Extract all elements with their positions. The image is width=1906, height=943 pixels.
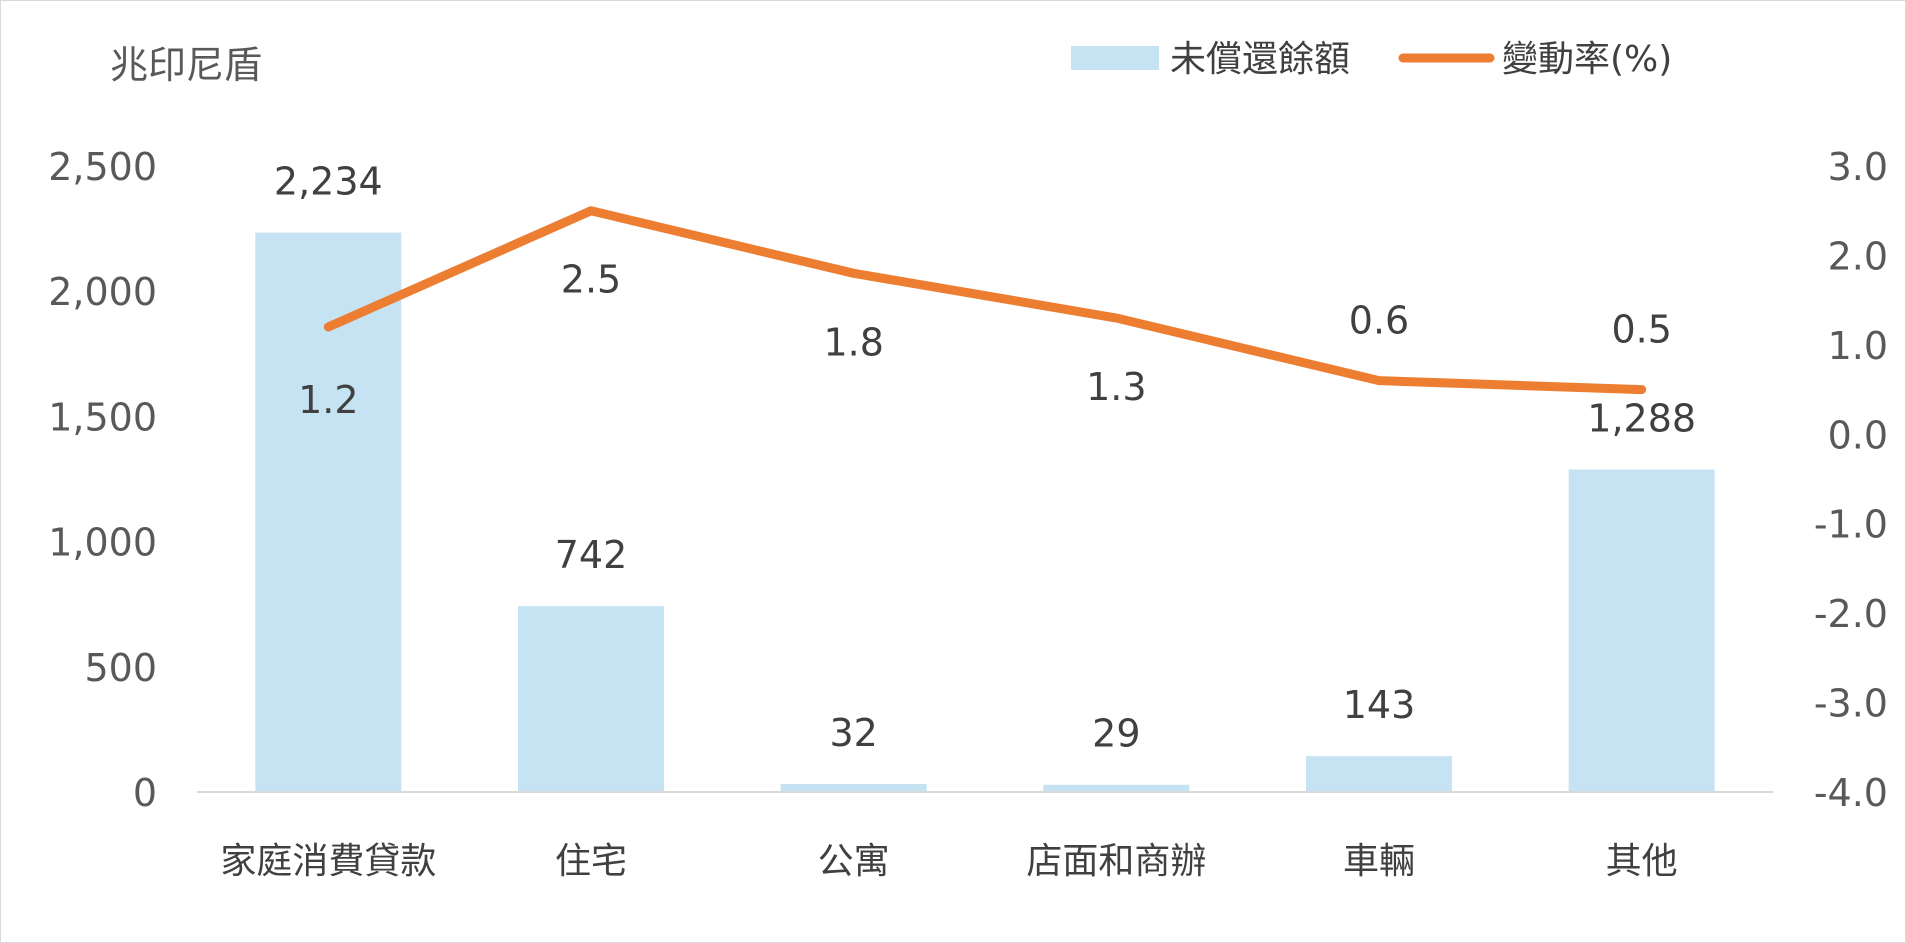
bar <box>1306 756 1452 792</box>
line-data-label: 1.3 <box>1086 365 1146 409</box>
legend-line-label: 變動率(%) <box>1502 39 1672 80</box>
line-data-label: 1.8 <box>823 320 883 364</box>
plot-area: 0 500 1,000 1,500 2,000 2,500 -4.0 -3.0 -2.0 -1.0… <box>48 145 1888 882</box>
bar-data-label: 2,234 <box>274 160 383 204</box>
bar <box>1568 469 1715 792</box>
y-right-tick-label: -4.0 <box>1814 771 1888 815</box>
category-label: 公寓 <box>818 841 890 882</box>
bar-data-label: 742 <box>555 533 628 577</box>
legend-bar-swatch <box>1071 46 1159 70</box>
bar <box>1043 784 1190 792</box>
category-label: 其他 <box>1606 841 1678 882</box>
legend: 未償還餘額 變動率(%) <box>1071 39 1672 80</box>
y-right-tick-label: -3.0 <box>1814 682 1888 726</box>
line-data-label: 0.6 <box>1349 299 1409 343</box>
y-left-tick-label: 1,000 <box>48 521 157 565</box>
category-label: 車輛 <box>1343 841 1415 882</box>
y-left-tick-label: 0 <box>133 771 157 815</box>
category-label: 家庭消費貸款 <box>220 841 436 882</box>
bar <box>780 783 927 792</box>
y-right-tick-label: 0.0 <box>1828 413 1888 457</box>
y-left-tick-label: 2,500 <box>48 145 157 189</box>
bar <box>518 606 664 792</box>
y-right-tick-label: 1.0 <box>1828 324 1888 368</box>
bar <box>255 232 402 793</box>
line-data-label: 2.5 <box>561 258 621 302</box>
y-left-tick-label: 500 <box>84 646 157 690</box>
legend-bar-label: 未償還餘額 <box>1170 39 1350 80</box>
y-left-tick-label: 1,500 <box>48 395 157 439</box>
y-right-tick-label: -1.0 <box>1814 503 1888 547</box>
line-data-label: 0.5 <box>1611 308 1671 352</box>
line-data-label: 1.2 <box>298 378 358 422</box>
line-series <box>323 206 1647 395</box>
y-right-tick-label: -2.0 <box>1814 592 1888 636</box>
unit-label: 兆印尼盾 <box>110 43 262 87</box>
category-label: 店面和商辦 <box>1026 841 1206 882</box>
y-left-tick-label: 2,000 <box>48 270 157 314</box>
bar-data-label: 1,288 <box>1587 396 1696 440</box>
category-label: 住宅 <box>555 841 627 882</box>
bar-data-label: 143 <box>1343 683 1416 727</box>
y-right-tick-label: 2.0 <box>1828 234 1888 278</box>
y-right-tick-label: 3.0 <box>1828 145 1888 189</box>
bar-data-label: 32 <box>829 711 877 755</box>
bar-data-label: 29 <box>1092 712 1140 756</box>
